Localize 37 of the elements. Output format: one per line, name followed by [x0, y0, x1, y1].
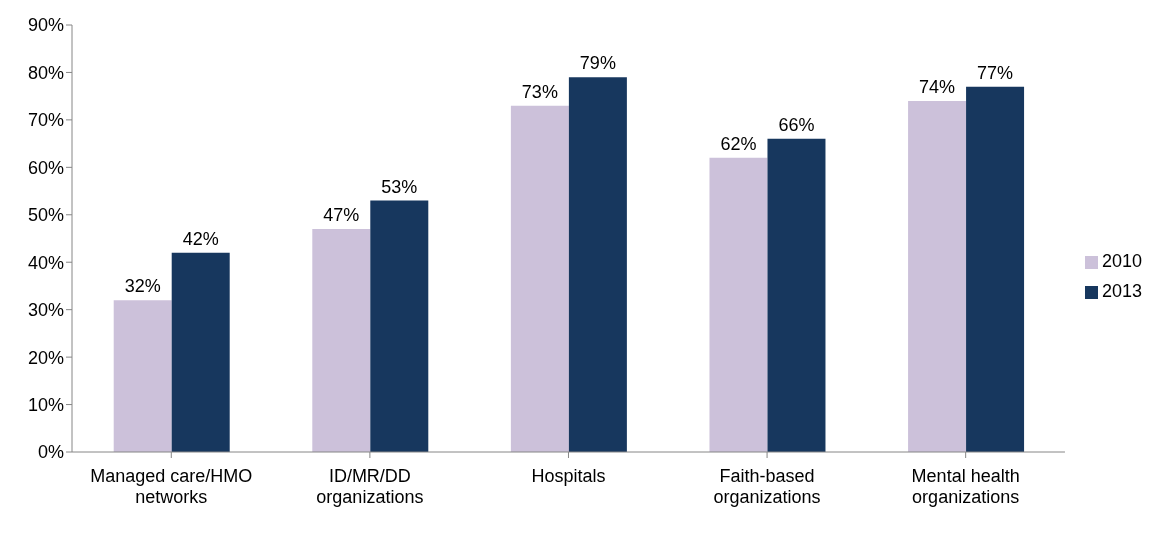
legend-label: 2010 [1101, 251, 1142, 271]
y-tick-label: 80% [27, 62, 64, 83]
x-tick-label: Faith-based organizations [713, 466, 821, 507]
y-tick-label: 0% [37, 442, 64, 463]
bar [966, 86, 1025, 452]
y-tick-label: 30% [27, 300, 64, 321]
bar [767, 138, 826, 452]
y-tick-label: 90% [27, 15, 64, 36]
data-label: 32% [124, 276, 161, 297]
x-tick-label: ID/MR/DD organizations [316, 466, 424, 507]
data-label: 53% [381, 176, 418, 197]
bar [370, 200, 429, 452]
x-tick-label: Mental health organizations [911, 466, 1020, 507]
y-tick-label: 50% [27, 205, 64, 226]
data-label: 73% [521, 81, 558, 102]
data-label: 42% [182, 228, 219, 249]
y-tick-label: 10% [27, 394, 64, 415]
y-tick-label: 20% [27, 347, 64, 368]
legend-label: 2013 [1101, 281, 1142, 301]
bar [510, 105, 569, 452]
data-label: 47% [323, 205, 360, 226]
x-tick-label: Hospitals [531, 466, 606, 486]
data-label: 74% [919, 76, 956, 97]
bar [312, 229, 371, 452]
bar [908, 100, 967, 452]
data-label: 66% [778, 114, 815, 135]
data-label: 79% [579, 53, 616, 74]
x-tick-label: Managed care/HMO networks [90, 466, 253, 507]
y-tick-label: 40% [27, 252, 64, 273]
bar [113, 300, 172, 452]
bar [709, 157, 768, 452]
data-label: 62% [720, 133, 757, 154]
bar [171, 252, 230, 452]
bar [568, 77, 627, 452]
y-tick-label: 60% [27, 157, 64, 178]
y-tick-label: 70% [27, 110, 64, 131]
data-label: 77% [977, 62, 1014, 83]
